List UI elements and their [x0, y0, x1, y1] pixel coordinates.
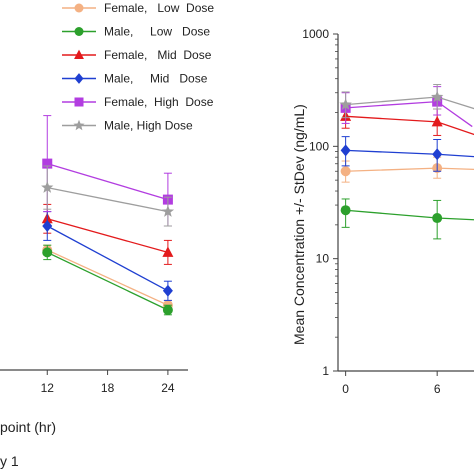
right-series-line [345, 115, 474, 136]
left-x-axis-title: point (hr) [0, 419, 56, 435]
left-x-tick-label: 18 [101, 381, 115, 395]
right-series-line [345, 167, 474, 172]
right-x-tick-label: 6 [434, 382, 441, 396]
chart-legend: Female, Low Dose Male, Low Dose Female, Mi… [62, 1, 214, 133]
left-data-point [162, 246, 174, 257]
left-x-tick-label: 12 [41, 381, 55, 395]
left-series-line [47, 162, 169, 201]
legend-label: Female, High Dose [104, 95, 214, 109]
left-data-point [162, 284, 173, 297]
right-data-point [340, 144, 351, 157]
legend-label: Male, Low Dose [104, 25, 210, 39]
legend-label: Female, Low Dose [104, 1, 214, 15]
right-data-point [340, 166, 351, 177]
right-x-tick-label: 0 [342, 382, 349, 396]
left-series-line [47, 218, 169, 254]
legend-label: Male, High Dose [104, 119, 193, 133]
right-data-point [339, 98, 352, 110]
right-y-tick-label: 1 [322, 364, 329, 378]
right-y-axis-title: Mean Concentration +/- StDev (ng/mL) [291, 104, 307, 345]
right-series-line [345, 149, 474, 158]
right-series-line [345, 96, 474, 110]
right-data-point [431, 90, 444, 103]
right-chart-panel: 1 10 100 1000 0 6 [302, 27, 474, 396]
legend-label: Male, Mid Dose [104, 72, 208, 86]
right-series-line [345, 209, 474, 221]
left-series-line [46, 249, 169, 306]
legend-label: Female, Mid Dose [104, 48, 212, 62]
legend-marker [74, 97, 84, 107]
legend-marker [74, 3, 84, 13]
right-y-tick-label: 10 [316, 252, 330, 266]
left-x-tick-label: 24 [161, 381, 175, 395]
figure-caption-fragment: y 1 [0, 453, 19, 469]
left-data-point [161, 205, 175, 217]
right-y-tick-label: 1000 [302, 27, 329, 41]
left-data-point [42, 247, 53, 258]
left-series-line [46, 251, 169, 311]
left-data-point [42, 158, 53, 169]
right-data-point [431, 115, 443, 127]
left-series-line [47, 186, 169, 213]
right-data-point [340, 205, 351, 216]
right-data-point [432, 148, 443, 161]
left-data-point [42, 220, 53, 232]
right-y-tick-label: 100 [309, 139, 329, 153]
right-data-point [432, 213, 443, 224]
left-data-point [162, 305, 173, 315]
left-chart-panel: 12 18 24 [0, 115, 188, 395]
right-series-line [345, 100, 473, 128]
left-data-point [41, 181, 54, 193]
legend-marker [73, 119, 85, 131]
legend-marker [74, 73, 84, 84]
left-series-line [46, 225, 169, 292]
legend-marker [74, 49, 84, 60]
legend-marker [74, 27, 84, 36]
